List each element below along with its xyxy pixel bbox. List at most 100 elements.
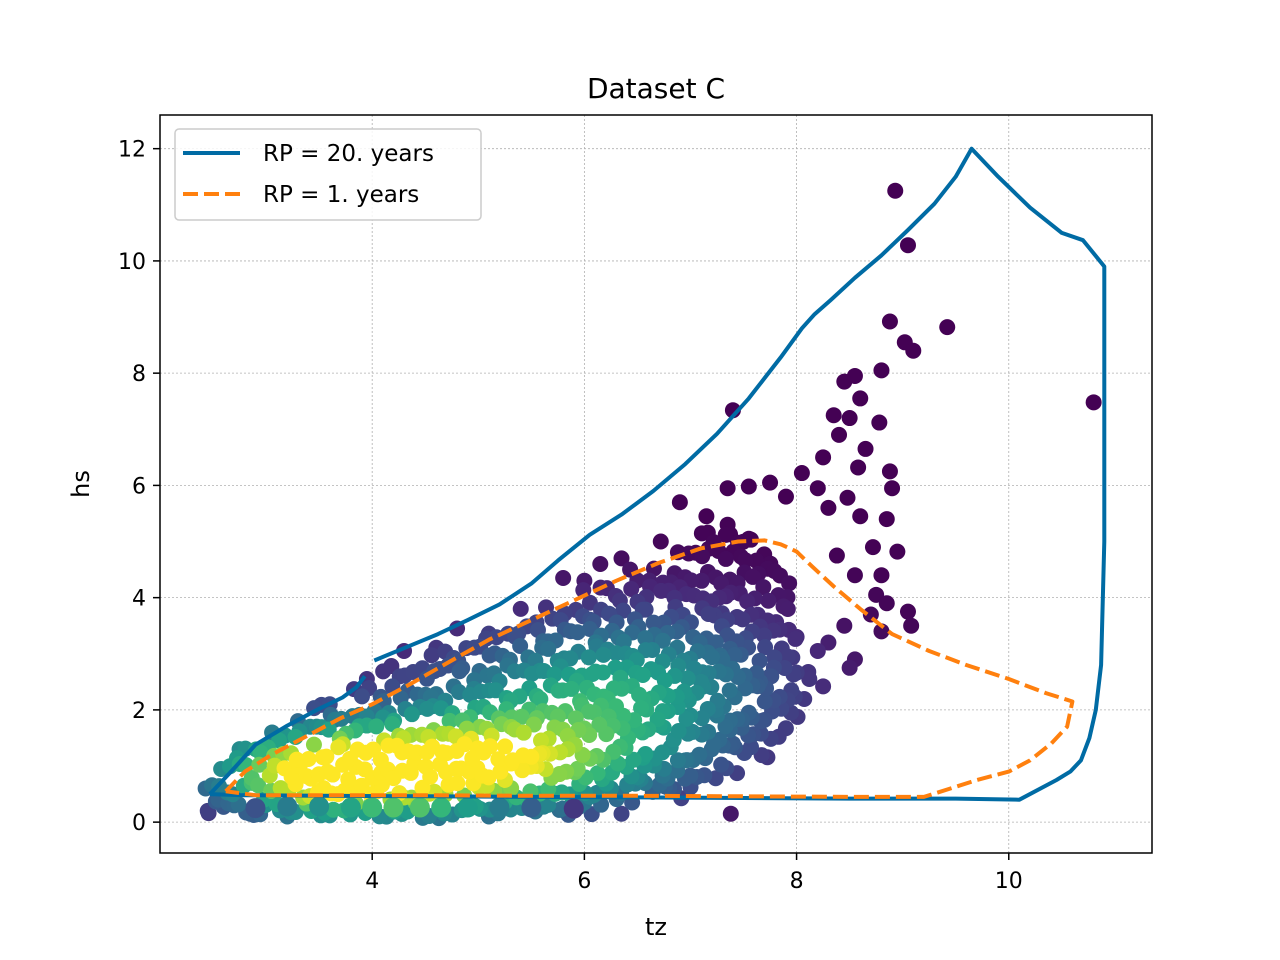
- data-point: [563, 680, 580, 697]
- data-point: [250, 777, 267, 794]
- data-point: [492, 763, 509, 780]
- data-point: [615, 602, 632, 619]
- y-tick-label: 6: [132, 474, 146, 499]
- data-point: [654, 632, 671, 649]
- rp20-contour-line: [208, 674, 367, 796]
- data-point: [734, 611, 751, 628]
- data-point: [513, 708, 530, 725]
- data-point: [353, 688, 370, 705]
- data-point: [836, 373, 853, 390]
- data-point: [252, 744, 269, 761]
- data-point: [815, 449, 832, 466]
- data-point: [540, 640, 557, 657]
- rp1-contour-line: [224, 538, 1075, 799]
- data-point: [372, 751, 389, 768]
- x-axis-label: tz: [645, 913, 667, 941]
- x-tick-label: 8: [790, 869, 804, 894]
- data-point: [330, 739, 347, 756]
- scatter-points: [197, 182, 1102, 827]
- data-point: [456, 736, 473, 753]
- band-point: [309, 796, 330, 817]
- data-point: [523, 748, 540, 765]
- data-point: [850, 459, 867, 476]
- y-axis-label: hs: [67, 470, 95, 498]
- data-point: [591, 716, 608, 733]
- y-tick-label: 2: [132, 699, 146, 724]
- data-point: [652, 533, 669, 550]
- data-point: [873, 362, 890, 379]
- band-point: [457, 797, 478, 818]
- data-point: [698, 508, 715, 525]
- x-tick-label: 10: [995, 869, 1023, 894]
- y-tick-label: 8: [132, 362, 146, 387]
- data-point: [451, 663, 468, 680]
- data-point: [705, 735, 722, 752]
- data-point: [569, 624, 586, 641]
- data-point: [497, 738, 514, 755]
- axis-ticks: 4 6 8 10 0 2 4 6 8 10 12: [118, 138, 1023, 894]
- band-point: [489, 797, 510, 818]
- y-tick-label: 10: [118, 250, 146, 275]
- data-point: [325, 801, 342, 818]
- data-point: [595, 646, 612, 663]
- data-point: [318, 748, 335, 765]
- data-point: [580, 703, 597, 720]
- data-point: [533, 732, 550, 749]
- data-point: [873, 623, 890, 640]
- data-point: [846, 567, 863, 584]
- band-point: [563, 798, 584, 819]
- data-point: [340, 771, 357, 788]
- data-point: [678, 710, 695, 727]
- data-point: [825, 407, 842, 424]
- data-point: [512, 600, 529, 617]
- data-point: [737, 552, 754, 569]
- data-point: [671, 494, 688, 511]
- chart-title: Dataset C: [587, 72, 725, 105]
- data-point: [589, 765, 606, 782]
- data-point: [864, 539, 881, 556]
- data-point: [878, 511, 895, 528]
- data-point: [449, 775, 466, 792]
- data-point: [482, 738, 499, 755]
- band-point: [277, 796, 298, 817]
- data-point: [793, 465, 810, 482]
- data-point: [852, 508, 869, 525]
- y-tick-label: 12: [118, 138, 146, 163]
- data-point: [809, 480, 826, 497]
- data-point: [905, 342, 922, 359]
- data-point: [694, 548, 711, 565]
- data-point: [418, 670, 435, 687]
- data-point: [881, 313, 898, 330]
- data-point: [670, 722, 687, 739]
- y-tick-label: 4: [132, 587, 146, 612]
- data-point: [700, 605, 717, 622]
- y-tick-label: 0: [132, 811, 146, 836]
- data-point: [693, 525, 710, 542]
- data-point: [836, 617, 853, 634]
- data-point: [512, 637, 529, 654]
- data-point: [903, 617, 920, 634]
- x-tick-label: 6: [577, 869, 591, 894]
- data-point: [704, 649, 721, 666]
- data-point: [713, 756, 730, 773]
- band-point: [431, 797, 452, 818]
- data-point: [532, 690, 549, 707]
- data-point: [878, 595, 895, 612]
- legend-label-rp20: RP = 20. years: [263, 141, 434, 167]
- band-point: [409, 797, 430, 818]
- data-point: [288, 751, 305, 768]
- data-point: [881, 463, 898, 480]
- data-point: [441, 712, 458, 729]
- data-point: [857, 440, 874, 457]
- data-point: [839, 489, 856, 506]
- data-point: [841, 659, 858, 676]
- data-point: [871, 414, 888, 431]
- data-point: [787, 630, 804, 647]
- data-point: [841, 410, 858, 427]
- data-point: [649, 711, 666, 728]
- data-point: [820, 499, 837, 516]
- data-point: [756, 693, 773, 710]
- legend-label-rp1: RP = 1. years: [263, 182, 419, 208]
- data-point: [515, 724, 532, 741]
- data-point: [403, 706, 420, 723]
